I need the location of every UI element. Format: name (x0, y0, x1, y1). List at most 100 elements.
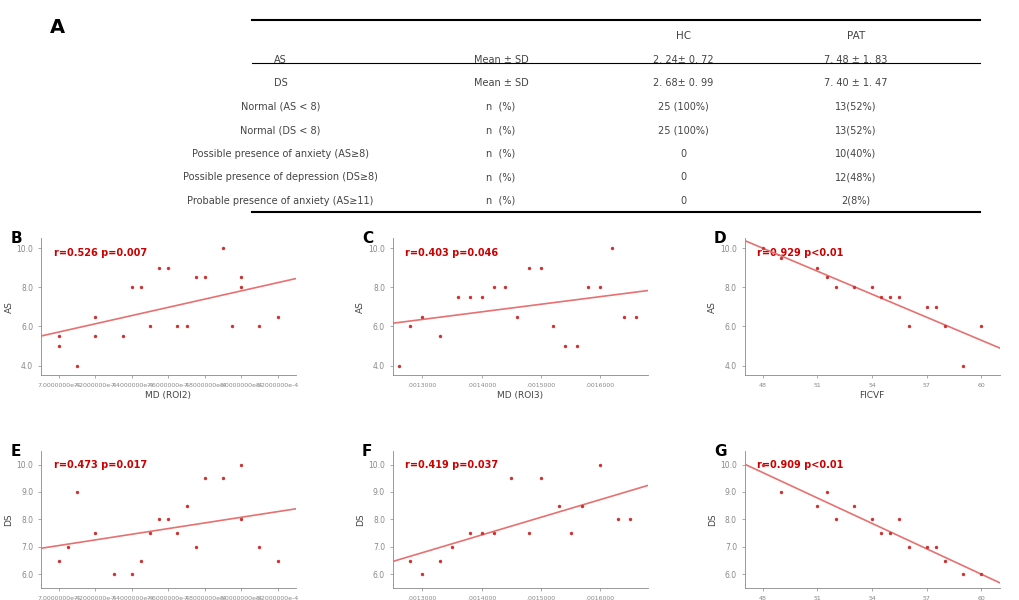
Point (197, 473, 213, 483)
Point (918, 542, 934, 551)
Point (972, 569, 988, 579)
Point (891, 515, 907, 524)
Point (591, 460, 607, 469)
Y-axis label: DS: DS (356, 513, 365, 526)
Point (826, 283, 843, 292)
Text: n  (%): n (%) (486, 149, 516, 159)
Point (142, 322, 158, 331)
Point (972, 322, 988, 331)
Point (449, 292, 466, 302)
Text: Possible presence of depression (DS≥8): Possible presence of depression (DS≥8) (182, 172, 378, 182)
Point (808, 263, 824, 272)
Point (817, 272, 834, 282)
Point (927, 542, 944, 551)
Point (521, 529, 537, 538)
Text: 13(52%): 13(52%) (835, 125, 875, 136)
Text: n  (%): n (%) (486, 102, 516, 112)
Point (532, 473, 548, 483)
Point (151, 263, 167, 272)
Text: A: A (50, 18, 65, 37)
Text: 13(52%): 13(52%) (835, 102, 875, 112)
Text: 25 (100%): 25 (100%) (657, 125, 708, 136)
Point (432, 331, 448, 341)
Point (603, 243, 620, 253)
Point (754, 460, 770, 469)
Point (473, 529, 489, 538)
Text: G: G (713, 444, 726, 459)
Text: 25 (100%): 25 (100%) (657, 102, 708, 112)
Point (863, 515, 879, 524)
Point (60, 542, 76, 551)
Point (485, 529, 501, 538)
Point (826, 515, 843, 524)
Point (521, 263, 537, 272)
Point (232, 460, 249, 469)
Point (169, 529, 185, 538)
Text: 2(8%): 2(8%) (841, 196, 869, 206)
Point (574, 501, 590, 511)
Point (808, 501, 824, 511)
Point (496, 283, 513, 292)
Text: Possible presence of anxiety (AS≥8): Possible presence of anxiety (AS≥8) (192, 149, 369, 159)
Text: 0: 0 (680, 196, 686, 206)
Point (622, 515, 638, 524)
Point (251, 322, 267, 331)
Point (891, 292, 907, 302)
Point (51, 331, 67, 341)
Point (473, 292, 489, 302)
Text: Probable presence of anxiety (AS≥11): Probable presence of anxiety (AS≥11) (187, 196, 373, 206)
Point (591, 283, 607, 292)
X-axis label: MD (ROI2): MD (ROI2) (145, 391, 192, 400)
Point (401, 322, 418, 331)
Point (881, 292, 898, 302)
Point (550, 501, 567, 511)
Point (414, 569, 430, 579)
Point (142, 529, 158, 538)
Text: HC: HC (675, 31, 690, 41)
Text: 10(40%): 10(40%) (835, 149, 875, 159)
Text: n  (%): n (%) (486, 172, 516, 182)
Point (462, 529, 478, 538)
Point (918, 302, 934, 311)
Point (187, 542, 204, 551)
Text: PAT: PAT (846, 31, 864, 41)
Text: r=0.526 p=0.007: r=0.526 p=0.007 (54, 248, 147, 258)
Point (224, 322, 240, 331)
Text: B: B (10, 232, 21, 247)
Point (443, 542, 460, 551)
Point (462, 292, 478, 302)
Point (532, 263, 548, 272)
Text: Normal (AS < 8): Normal (AS < 8) (240, 102, 320, 112)
Point (432, 556, 448, 565)
Point (69, 487, 86, 497)
Point (872, 292, 889, 302)
Text: AS: AS (274, 55, 286, 65)
Point (88, 529, 104, 538)
X-axis label: MD (ROI3): MD (ROI3) (496, 391, 543, 400)
Point (502, 473, 519, 483)
Point (187, 272, 204, 282)
Point (197, 272, 213, 282)
Point (132, 283, 149, 292)
Point (935, 322, 952, 331)
Point (881, 529, 898, 538)
Text: E: E (10, 444, 20, 459)
Point (508, 312, 525, 322)
Text: C: C (362, 232, 373, 247)
Point (954, 569, 970, 579)
Point (817, 487, 834, 497)
Point (178, 322, 195, 331)
X-axis label: FICVF: FICVF (859, 391, 883, 400)
Text: r=0.929 p<0.01: r=0.929 p<0.01 (756, 248, 843, 258)
Text: F: F (362, 444, 372, 459)
Text: 12(48%): 12(48%) (835, 172, 875, 182)
Text: DS: DS (273, 79, 287, 88)
Point (269, 312, 285, 322)
Point (544, 322, 560, 331)
Point (580, 283, 596, 292)
Text: 7. 48 ± 1. 83: 7. 48 ± 1. 83 (823, 55, 887, 65)
Point (123, 283, 140, 292)
Point (845, 501, 861, 511)
Point (269, 556, 285, 565)
Y-axis label: AS: AS (356, 301, 365, 313)
